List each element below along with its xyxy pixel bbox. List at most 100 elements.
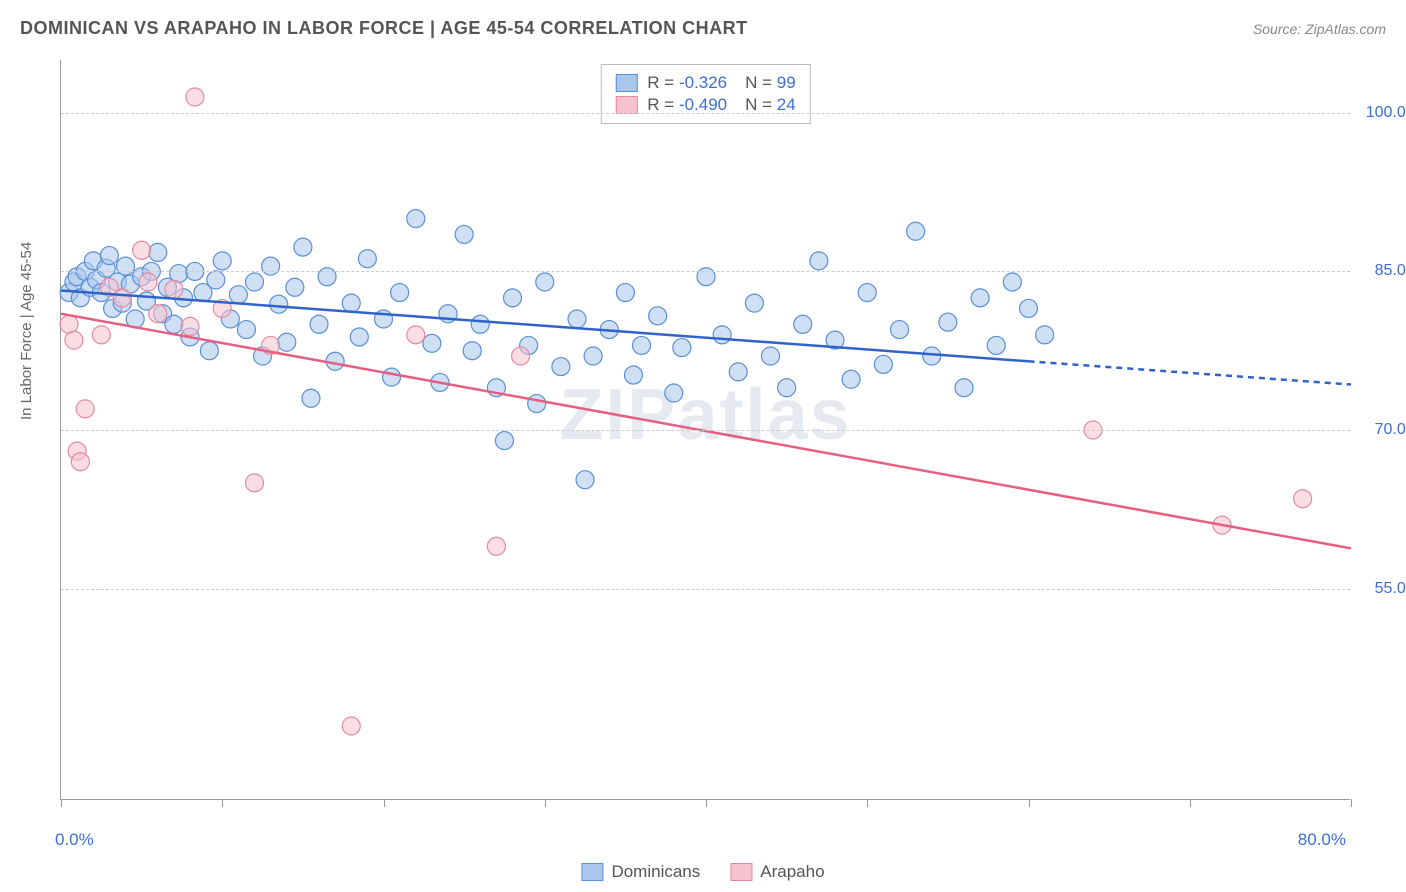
scatter-point [165, 280, 183, 298]
scatter-point [778, 379, 796, 397]
scatter-point [874, 355, 892, 373]
scatter-point [907, 222, 925, 240]
scatter-point [536, 273, 554, 291]
scatter-point [100, 247, 118, 265]
scatter-point [65, 331, 83, 349]
x-tick [61, 799, 62, 807]
x-tick [1190, 799, 1191, 807]
gridline [61, 430, 1350, 431]
scatter-point [697, 268, 715, 286]
legend-label: Dominicans [611, 862, 700, 882]
scatter-point [237, 321, 255, 339]
scatter-point [649, 307, 667, 325]
scatter-point [407, 210, 425, 228]
scatter-point [76, 400, 94, 418]
scatter-point [624, 366, 642, 384]
chart-plot-area: ZIPatlas R = -0.326N = 99R = -0.490N = 2… [60, 60, 1350, 800]
scatter-point [487, 537, 505, 555]
legend-item: Arapaho [730, 862, 824, 882]
legend-row: R = -0.326N = 99 [615, 73, 795, 93]
scatter-point [342, 717, 360, 735]
legend-swatch [615, 74, 637, 92]
scatter-point [584, 347, 602, 365]
scatter-point [246, 474, 264, 492]
scatter-point [149, 243, 167, 261]
scatter-point [939, 313, 957, 331]
scatter-point [318, 268, 336, 286]
chart-title: DOMINICAN VS ARAPAHO IN LABOR FORCE | AG… [20, 18, 748, 39]
y-tick-label: 100.0% [1366, 104, 1406, 122]
scatter-point [858, 284, 876, 302]
scatter-point [455, 225, 473, 243]
scatter-point [181, 317, 199, 335]
legend-swatch [730, 863, 752, 881]
scatter-point [665, 384, 683, 402]
x-axis-start-label: 0.0% [55, 830, 94, 850]
scatter-point [794, 315, 812, 333]
y-axis-label: In Labor Force | Age 45-54 [18, 242, 35, 420]
x-tick [1029, 799, 1030, 807]
source-attribution: Source: ZipAtlas.com [1253, 21, 1386, 37]
scatter-point [207, 271, 225, 289]
scatter-point [133, 241, 151, 259]
scatter-point [745, 294, 763, 312]
scatter-point [286, 278, 304, 296]
scatter-point [713, 326, 731, 344]
gridline [61, 271, 1350, 272]
x-tick [545, 799, 546, 807]
scatter-point [407, 326, 425, 344]
scatter-point [310, 315, 328, 333]
scatter-point [923, 347, 941, 365]
scatter-point [92, 326, 110, 344]
scatter-point [165, 315, 183, 333]
x-axis-end-label: 80.0% [1298, 830, 1346, 850]
scatter-point [1036, 326, 1054, 344]
scatter-point [762, 347, 780, 365]
scatter-point [302, 389, 320, 407]
scatter-point [810, 252, 828, 270]
scatter-point [512, 347, 530, 365]
scatter-point [229, 286, 247, 304]
scatter-point [186, 88, 204, 106]
scatter-point [729, 363, 747, 381]
r-stat: R = -0.326 [647, 73, 727, 93]
y-tick-label: 70.0% [1375, 421, 1406, 439]
scatter-point [504, 289, 522, 307]
scatter-point [528, 395, 546, 413]
scatter-point [294, 238, 312, 256]
x-tick [222, 799, 223, 807]
legend-swatch [581, 863, 603, 881]
scatter-point [71, 453, 89, 471]
scatter-point [423, 334, 441, 352]
scatter-point [149, 305, 167, 323]
scatter-point [576, 471, 594, 489]
scatter-point [60, 315, 78, 333]
scatter-point [213, 252, 231, 270]
gridline [61, 589, 1350, 590]
x-tick [1351, 799, 1352, 807]
scatter-point [262, 257, 280, 275]
scatter-point [616, 284, 634, 302]
scatter-point [673, 339, 691, 357]
legend-item: Dominicans [581, 862, 700, 882]
scatter-point [955, 379, 973, 397]
scatter-point [383, 368, 401, 386]
x-tick [706, 799, 707, 807]
correlation-legend: R = -0.326N = 99R = -0.490N = 24 [600, 64, 810, 124]
scatter-point [278, 333, 296, 351]
scatter-point [117, 257, 135, 275]
scatter-point [170, 265, 188, 283]
scatter-point [358, 250, 376, 268]
trend-line [61, 314, 1351, 549]
scatter-point [200, 342, 218, 360]
scatter-point [987, 336, 1005, 354]
scatter-point [842, 370, 860, 388]
y-tick-label: 85.0% [1375, 262, 1406, 280]
scatter-point [552, 358, 570, 376]
scatter-point [633, 336, 651, 354]
scatter-point [1020, 299, 1038, 317]
scatter-point [971, 289, 989, 307]
scatter-point [139, 273, 157, 291]
scatter-point [463, 342, 481, 360]
scatter-point [342, 294, 360, 312]
